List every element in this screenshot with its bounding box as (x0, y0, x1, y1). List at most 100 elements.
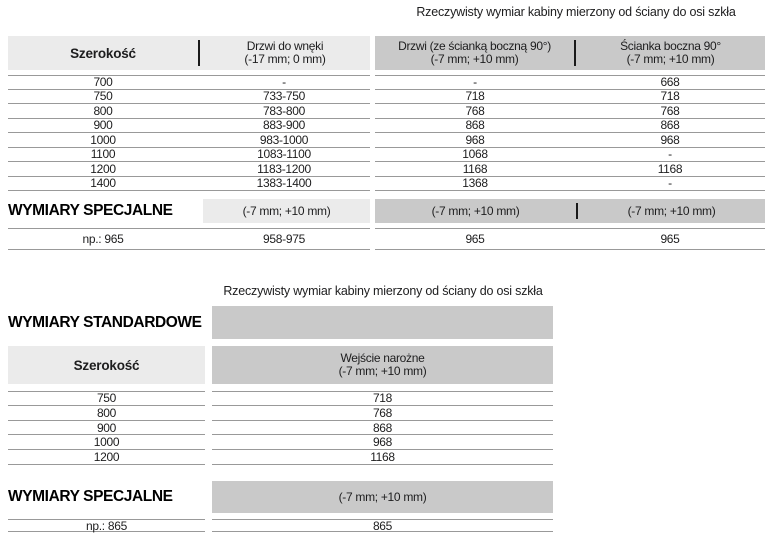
cell-szerokosc: 1400 (90, 176, 116, 191)
cell-szerokosc: 1000 (8, 435, 205, 451)
special-tolerance-wejscie-narozne: (-7 mm; +10 mm) (212, 481, 553, 513)
example-scianka-boczna: 965 (660, 232, 680, 246)
cell-drzwi-ze-scianka: 1068 (462, 147, 488, 162)
column-header-drzwi-ze-scianka: Drzwi (ze ścianką boczną 90°) (-7 mm; +1… (375, 36, 574, 70)
special-tolerance-scianka-boczna: (-7 mm; +10 mm) (627, 204, 716, 218)
top-table-header-row: Szerokość Drzwi do wnęki (-17 mm; 0 mm) … (8, 36, 765, 70)
cell-wejscie-narozne: 1168 (212, 450, 553, 465)
special-tolerance-right-group: (-7 mm; +10 mm) (-7 mm; +10 mm) (375, 199, 765, 223)
cell-szerokosc: 700 (93, 75, 113, 90)
cell-drzwi-ze-scianka: 1168 (462, 161, 488, 176)
table-row: 1100 1083-1100 1068 - (8, 147, 765, 162)
cell-szerokosc: 750 (8, 391, 205, 406)
table-row: 1000 983-1000 968 968 (8, 133, 765, 148)
table-row: 750 733-750 718 718 (8, 89, 765, 104)
top-header-left-group: Szerokość Drzwi do wnęki (-17 mm; 0 mm) (8, 36, 370, 70)
example-drzwi-do-wneki: 958-975 (263, 232, 305, 246)
cell-drzwi-do-wneki: 1083-1100 (257, 147, 311, 162)
cell-drzwi-do-wneki: 983-1000 (259, 132, 309, 147)
header-line1: Drzwi do wnęki (246, 38, 324, 53)
example-szerokosc: np.: 865 (8, 519, 205, 533)
example-szerokosc: np.: 965 (82, 232, 124, 246)
cell-drzwi-ze-scianka: 968 (465, 132, 485, 147)
cell-drzwi-ze-scianka: 868 (465, 118, 485, 133)
table-row: 900 883-900 868 868 (8, 118, 765, 133)
bottom-table-annotation: Rzeczywisty wymiar kabiny mierzony od śc… (223, 284, 543, 298)
cell-scianka-boczna: 968 (660, 132, 680, 147)
standard-dims-row: WYMIARY STANDARDOWE (8, 306, 553, 339)
cell-drzwi-do-wneki: 883-900 (263, 118, 305, 133)
bottom-table-header-row: Szerokość Wejście narożne (-7 mm; +10 mm… (8, 346, 553, 384)
header-line2: (-7 mm; +10 mm) (430, 52, 519, 66)
header-divider (576, 203, 578, 219)
top-table-annotation: Rzeczywisty wymiar kabiny mierzony od śc… (416, 5, 736, 19)
cell-drzwi-do-wneki: - (282, 75, 286, 90)
cell-szerokosc: 800 (93, 103, 113, 118)
header-line2: (-17 mm; 0 mm) (244, 52, 326, 66)
table-row: 800 768 (8, 406, 553, 421)
bottom-table-body: 750 718 800 768 900 868 1000 968 1200 11… (8, 391, 553, 465)
table-row: 1200 1183-1200 1168 1168 (8, 162, 765, 177)
special-dims-label: WYMIARY SPECJALNE (8, 488, 173, 505)
column-header-szerokosc: Szerokość (70, 45, 136, 61)
special-tolerance-drzwi-do-wneki: (-7 mm; +10 mm) (203, 199, 370, 223)
table-row: 1400 1383-1400 1368 - (8, 176, 765, 191)
cell-drzwi-do-wneki: 783-800 (263, 103, 305, 118)
header-line1: Ścianka boczna 90° (620, 38, 721, 53)
cell-szerokosc: 800 (8, 406, 205, 421)
table-row: 900 868 (8, 421, 553, 436)
header-line2: (-7 mm; +10 mm) (626, 52, 715, 66)
cell-szerokosc: 1100 (90, 147, 116, 162)
column-header-drzwi-do-wneki: Drzwi do wnęki (-17 mm; 0 mm) (200, 36, 370, 70)
table-row: 750 718 (8, 391, 553, 406)
header-line1: Drzwi (ze ścianką boczną 90°) (398, 38, 551, 53)
cell-drzwi-do-wneki: 1183-1200 (257, 161, 311, 176)
cell-drzwi-ze-scianka: 1368 (462, 176, 488, 191)
top-table-body: 700 - - 668 750 733-750 718 718 800 783-… (8, 75, 765, 191)
cell-scianka-boczna: 718 (660, 89, 680, 104)
cell-wejscie-narozne: 768 (212, 406, 553, 421)
cell-scianka-boczna: 668 (660, 75, 680, 90)
table-row: 1200 1168 (8, 450, 553, 465)
cell-szerokosc: 1000 (90, 132, 116, 147)
cell-scianka-boczna: 768 (660, 103, 680, 118)
header-line2: (-7 mm; +10 mm) (338, 364, 427, 378)
header-divider (198, 40, 200, 66)
cell-szerokosc: 1200 (90, 161, 116, 176)
example-wejscie-narozne: 865 (212, 519, 553, 533)
special-dims-label: WYMIARY SPECJALNE (8, 202, 173, 219)
column-gap (205, 346, 212, 384)
bottom-special-dims-row: WYMIARY SPECJALNE (-7 mm; +10 mm) (8, 481, 553, 513)
cell-szerokosc: 900 (93, 118, 113, 133)
cell-szerokosc: 750 (93, 89, 113, 104)
cell-wejscie-narozne: 968 (212, 435, 553, 451)
column-header-scianka-boczna: Ścianka boczna 90° (-7 mm; +10 mm) (576, 36, 765, 70)
cell-scianka-boczna: 868 (660, 118, 680, 133)
column-header-szerokosc: Szerokość (8, 346, 205, 384)
cell-drzwi-do-wneki: 733-750 (263, 89, 305, 104)
cell-szerokosc: 900 (8, 421, 205, 436)
cell-wejscie-narozne: 718 (212, 391, 553, 406)
standard-dims-bar (212, 306, 553, 339)
top-special-dims-row: WYMIARY SPECJALNE (-7 mm; +10 mm) (-7 mm… (8, 199, 765, 223)
cell-wejscie-narozne: 868 (212, 421, 553, 436)
cell-scianka-boczna: 1168 (657, 161, 683, 176)
cell-drzwi-do-wneki: 1383-1400 (256, 176, 312, 191)
top-header-right-group: Drzwi (ze ścianką boczną 90°) (-7 mm; +1… (375, 36, 765, 70)
standard-dims-label: WYMIARY STANDARDOWE (8, 314, 202, 331)
cell-scianka-boczna: - (668, 176, 672, 191)
table-row: 1000 968 (8, 435, 553, 451)
header-line1: Wejście narożne (340, 350, 425, 365)
column-header-wejscie-narozne: Wejście narożne (-7 mm; +10 mm) (212, 346, 553, 384)
top-example-row: np.: 965 958-975 965 965 (8, 228, 765, 250)
table-row: 800 783-800 768 768 (8, 104, 765, 119)
bottom-example-row: np.: 865 865 (8, 519, 553, 533)
example-drzwi-ze-scianka: 965 (465, 232, 485, 246)
cell-drzwi-ze-scianka: 768 (465, 103, 485, 118)
special-tolerance-drzwi-ze-scianka: (-7 mm; +10 mm) (431, 204, 520, 218)
cell-drzwi-ze-scianka: - (473, 75, 477, 90)
cell-drzwi-ze-scianka: 718 (465, 89, 485, 104)
cell-szerokosc: 1200 (8, 450, 205, 465)
cell-scianka-boczna: - (668, 147, 672, 162)
